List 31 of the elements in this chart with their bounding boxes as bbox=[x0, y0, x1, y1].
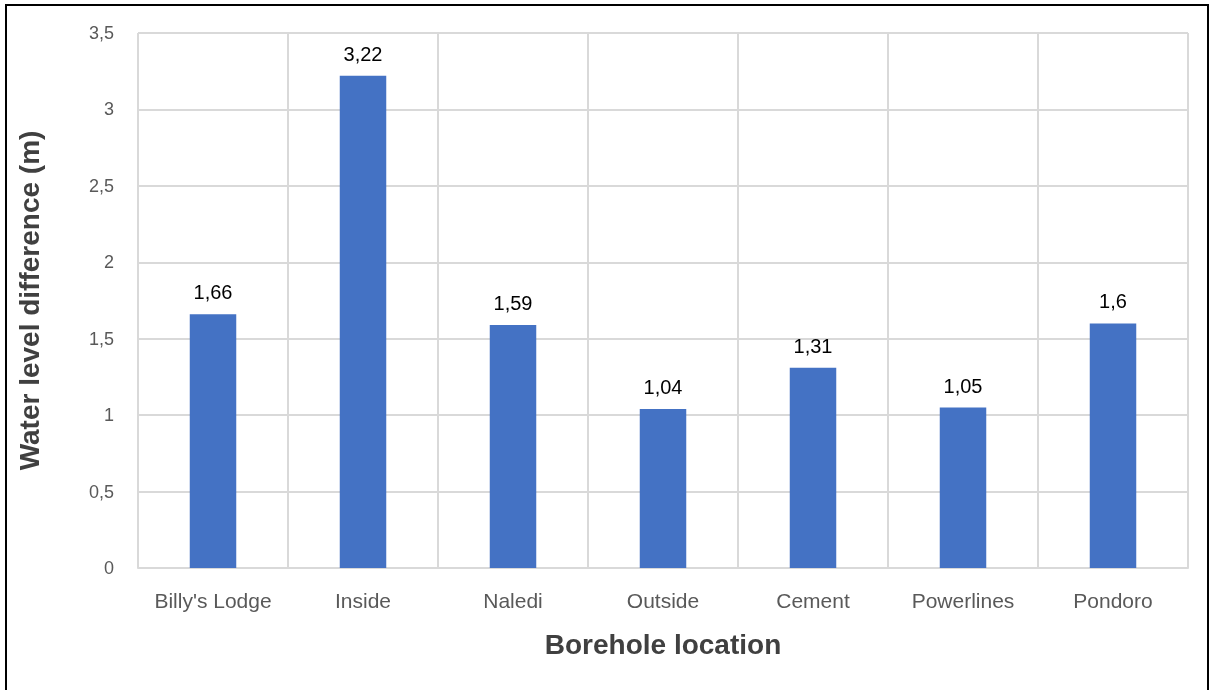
bar bbox=[789, 367, 837, 568]
y-tick-label: 1 bbox=[103, 405, 114, 426]
y-tick-label: 0,5 bbox=[88, 481, 114, 502]
y-tick-label: 3,5 bbox=[88, 23, 114, 43]
x-tick-label: Naledi bbox=[483, 589, 543, 612]
data-label: 1,59 bbox=[493, 291, 533, 314]
x-tick-label: Billy's Lodge bbox=[154, 589, 272, 612]
data-label: 1,31 bbox=[793, 334, 833, 357]
x-tick-label: Pondoro bbox=[1073, 589, 1153, 612]
bar bbox=[189, 314, 237, 568]
y-tick-label: 0 bbox=[103, 558, 114, 578]
data-label: 1,05 bbox=[943, 374, 983, 397]
data-label: 1,66 bbox=[193, 281, 233, 304]
bar bbox=[1089, 323, 1137, 568]
x-axis-title: Borehole location bbox=[544, 628, 782, 660]
bar bbox=[939, 407, 987, 568]
bar bbox=[639, 409, 687, 568]
x-tick-label: Outside bbox=[626, 589, 700, 612]
data-label: 1,04 bbox=[643, 376, 683, 399]
bar bbox=[489, 324, 537, 568]
y-tick-label: 1,5 bbox=[88, 328, 114, 349]
x-tick-label: Inside bbox=[334, 589, 392, 612]
bar bbox=[339, 75, 387, 568]
y-axis-title: Water level difference (m) bbox=[13, 130, 45, 471]
x-tick-label: Powerlines bbox=[911, 589, 1015, 612]
y-tick-label: 2 bbox=[103, 252, 114, 273]
y-tick-label: 2,5 bbox=[88, 175, 114, 196]
x-tick-label: Cement bbox=[776, 589, 850, 612]
data-label: 1,6 bbox=[1099, 290, 1127, 313]
y-tick-label: 3 bbox=[103, 99, 114, 120]
data-label: 3,22 bbox=[343, 42, 383, 65]
